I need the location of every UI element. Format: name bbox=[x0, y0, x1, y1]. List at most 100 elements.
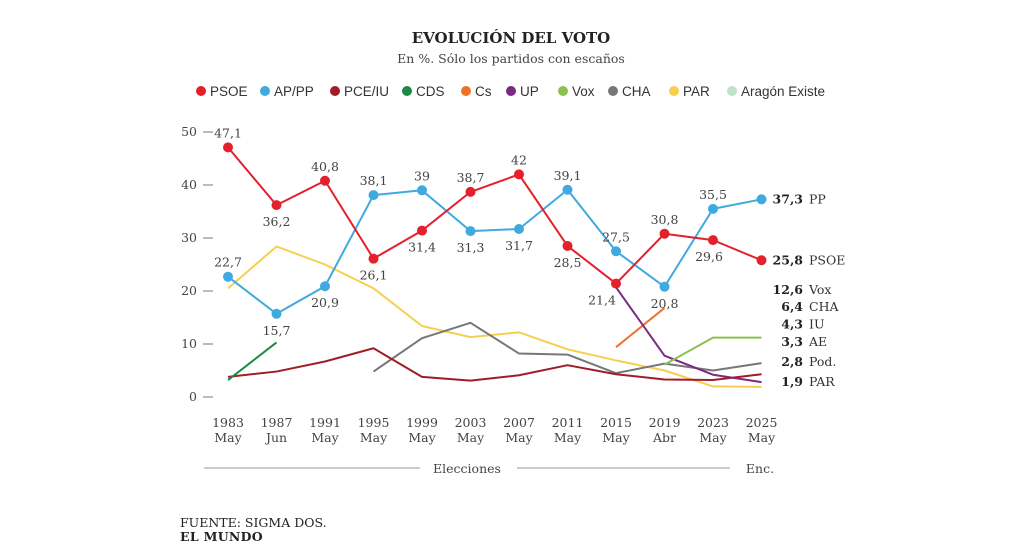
data-point bbox=[271, 308, 282, 319]
x-tick-year: 2023 bbox=[697, 415, 729, 430]
x-tick-year: 2007 bbox=[503, 415, 535, 430]
data-label: 40,8 bbox=[311, 159, 339, 174]
x-tick-month: May bbox=[602, 430, 630, 445]
x-tick-month: May bbox=[214, 430, 242, 445]
x-tick-month: May bbox=[505, 430, 533, 445]
series-line bbox=[227, 347, 762, 382]
data-point bbox=[223, 271, 233, 282]
data-point bbox=[756, 255, 767, 266]
x-tick-year: 1999 bbox=[406, 415, 438, 430]
y-tick-label: 10 bbox=[181, 336, 197, 351]
data-label: 38,1 bbox=[360, 173, 388, 188]
data-point bbox=[271, 200, 282, 211]
legend-marker bbox=[402, 86, 412, 96]
data-point bbox=[514, 223, 524, 234]
end-label-value: 37,3 bbox=[773, 191, 803, 206]
chart-title: EVOLUCIÓN DEL VOTO bbox=[412, 29, 611, 47]
x-tick-year: 1983 bbox=[212, 415, 244, 430]
data-label: 30,8 bbox=[651, 212, 679, 227]
data-label: 15,7 bbox=[263, 323, 291, 338]
chart-subtitle: En %. Sólo los partidos con escaños bbox=[397, 51, 625, 66]
x-tick-year: 1991 bbox=[309, 415, 341, 430]
x-tick-year: 2019 bbox=[649, 415, 681, 430]
series-line bbox=[615, 307, 666, 348]
y-tick-label: 0 bbox=[189, 389, 197, 404]
survey-group-label: Enc. bbox=[746, 461, 774, 476]
legend-marker bbox=[196, 86, 206, 96]
legend-marker bbox=[727, 86, 737, 96]
data-label: 22,7 bbox=[214, 255, 242, 270]
data-label: 27,5 bbox=[602, 229, 630, 244]
series-line bbox=[227, 146, 762, 285]
legend-marker bbox=[330, 86, 340, 96]
data-label: 35,5 bbox=[699, 187, 727, 202]
end-label-party: PSOE bbox=[809, 252, 845, 267]
brand-logo: EL MUNDO bbox=[180, 529, 263, 544]
data-point bbox=[514, 169, 524, 180]
data-label: 39,1 bbox=[554, 168, 582, 183]
data-point bbox=[708, 235, 718, 246]
end-label-party: PAR bbox=[809, 374, 835, 389]
data-label: 31,3 bbox=[457, 240, 485, 255]
data-label: 31,7 bbox=[505, 238, 533, 253]
data-label: 20,8 bbox=[651, 296, 679, 311]
footer: FUENTE: SIGMA DOS. EL MUNDO bbox=[180, 516, 327, 544]
legend-label: Aragón Existe bbox=[741, 84, 825, 99]
legend: PSOE AP/PP PCE/IU CDS Cs UP Vox CHA PAR Aragón Ex… bbox=[196, 84, 825, 99]
y-tick-label: 50 bbox=[181, 124, 197, 139]
end-label-value: 6,4 bbox=[781, 299, 803, 314]
x-tick-year: 2003 bbox=[455, 415, 487, 430]
legend-marker bbox=[558, 86, 568, 96]
data-point bbox=[611, 246, 621, 257]
end-label-party: AE bbox=[808, 334, 827, 349]
legend-marker bbox=[260, 86, 270, 96]
data-label: 39 bbox=[414, 168, 430, 183]
y-axis: 0 10 20 30 40 50 bbox=[181, 124, 213, 404]
legend-marker bbox=[506, 86, 516, 96]
legend-marker bbox=[608, 86, 618, 96]
x-tick-year: 2025 bbox=[746, 415, 778, 430]
data-point bbox=[417, 225, 427, 236]
data-label: 38,7 bbox=[457, 170, 485, 185]
x-tick-month: May bbox=[748, 430, 776, 445]
end-label-value: 25,8 bbox=[773, 252, 804, 267]
end-label-party: CHA bbox=[809, 299, 839, 314]
data-point bbox=[562, 184, 573, 195]
x-tick-year: 2011 bbox=[552, 415, 584, 430]
data-point bbox=[756, 194, 767, 205]
end-label-party: PP bbox=[809, 191, 826, 206]
data-label: 31,4 bbox=[408, 240, 436, 255]
data-point bbox=[659, 281, 670, 292]
data-label: 42 bbox=[511, 152, 527, 167]
series-line bbox=[227, 188, 762, 315]
data-point bbox=[320, 175, 330, 186]
data-label: 47,1 bbox=[214, 125, 242, 140]
data-point bbox=[611, 278, 621, 289]
data-labels: 47,1 36,2 40,8 26,1 31,4 38,7 42 28,5 21,4 30,8 29… bbox=[214, 125, 727, 337]
legend-label: PSOE bbox=[210, 84, 248, 99]
legend-label: PAR bbox=[683, 84, 710, 99]
data-label: 36,2 bbox=[263, 214, 291, 229]
series-line bbox=[227, 245, 762, 388]
data-point bbox=[368, 190, 379, 201]
legend-label: CHA bbox=[622, 84, 651, 99]
data-point bbox=[465, 226, 476, 237]
legend-marker bbox=[461, 86, 471, 96]
x-axis: 1983May1987Jun1991May1995May1999May2003M… bbox=[204, 415, 777, 476]
end-label-party: Vox bbox=[808, 282, 831, 297]
series-line bbox=[615, 286, 762, 384]
end-label-value: 4,3 bbox=[781, 316, 803, 331]
legend-label: AP/PP bbox=[274, 84, 314, 99]
data-label: 20,9 bbox=[311, 295, 339, 310]
x-tick-month: May bbox=[408, 430, 436, 445]
x-tick-month: May bbox=[699, 430, 727, 445]
data-point bbox=[223, 142, 233, 153]
legend-label: Vox bbox=[572, 84, 595, 99]
legend-label: PCE/IU bbox=[344, 84, 389, 99]
data-point bbox=[320, 281, 330, 292]
data-point bbox=[368, 253, 379, 264]
y-tick-label: 20 bbox=[181, 283, 197, 298]
x-tick-year: 2015 bbox=[600, 415, 632, 430]
x-tick-month: Jun bbox=[264, 430, 287, 445]
